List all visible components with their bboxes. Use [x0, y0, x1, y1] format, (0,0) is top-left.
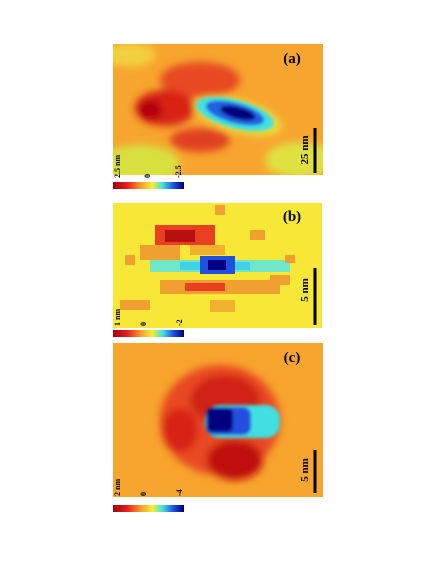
panel-b [113, 203, 322, 328]
panel-label: (b) [283, 209, 301, 225]
colorbar-label: 1 nm [113, 309, 122, 326]
colorbar-label: -2.5 [174, 165, 183, 178]
image-features [120, 205, 295, 312]
colorbar [113, 330, 184, 337]
scale-bar-label: 5 nm [299, 458, 311, 482]
colorbar-label: -2 [175, 319, 184, 326]
colorbar [113, 182, 184, 189]
scale-bar-label: 5 nm [299, 278, 311, 302]
panel-label: (c) [284, 350, 301, 366]
colorbar-label: 2 nm [113, 479, 122, 496]
colorbar-label: 0 [143, 174, 152, 178]
scale-bar-label: 25 nm [299, 135, 311, 164]
colorbar-label: 0 [139, 322, 148, 326]
colorbar [113, 505, 184, 512]
panel-label: (a) [283, 51, 301, 67]
panel-c [113, 343, 323, 497]
colorbar-label: 0 [139, 492, 148, 496]
colorbar-label: -4 [175, 489, 184, 496]
panel-a [113, 44, 323, 175]
colorbar-label: 2.5 nm [113, 155, 122, 178]
